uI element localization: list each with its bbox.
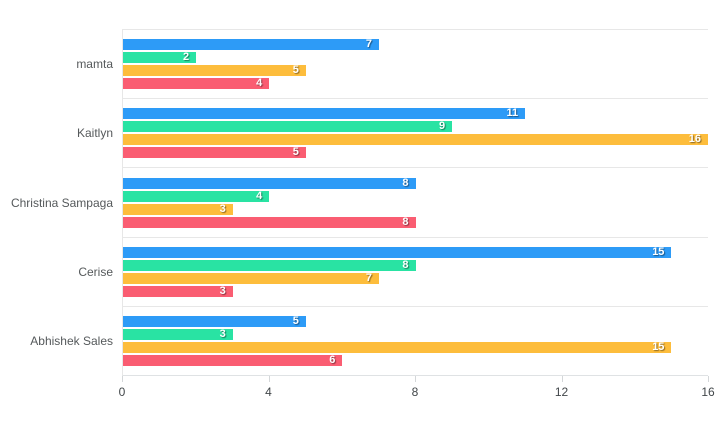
bar-value-label: 11: [506, 107, 519, 120]
bar-series-blue[interactable]: 5: [123, 314, 306, 327]
bar-value-label: 4: [256, 77, 263, 90]
bar-value-label: 8: [402, 215, 409, 228]
category-label: Abhishek Sales: [30, 334, 113, 349]
bar-series-yellow[interactable]: 15: [123, 340, 672, 353]
bar-value-label: 4: [256, 189, 263, 202]
bar-group: 7 2 5 4: [123, 30, 708, 100]
bar-group: 15 8 7 3: [123, 238, 708, 307]
bar-value-label: 15: [652, 245, 665, 258]
bar-value-label: 2: [183, 51, 190, 64]
category-label: Cerise: [78, 264, 113, 279]
bar-value-label: 3: [219, 202, 226, 215]
x-tick-mark: [415, 376, 416, 382]
x-tick-label: 0: [118, 385, 126, 399]
x-tick-label: 4: [265, 385, 272, 399]
bar-series-red[interactable]: 6: [123, 353, 343, 366]
plot-area: 7 2 5 4 11 9 16 5 8 4 3 8 15 8 7 3 5 3 15 6: [122, 29, 708, 376]
x-tick-mark: [708, 376, 709, 382]
bar-value-label: 6: [329, 353, 336, 366]
bar-series-yellow[interactable]: 3: [123, 202, 233, 215]
x-tick-mark: [122, 376, 123, 382]
bar-value-label: 5: [292, 314, 299, 327]
bar-value-label: 8: [402, 258, 409, 271]
category-label: mamta: [76, 56, 113, 71]
x-tick-label: 8: [411, 385, 419, 399]
x-tick-mark: [561, 376, 563, 382]
category-label: Kaitlyn: [76, 126, 113, 141]
bar-value-label: 9: [438, 120, 446, 133]
bar-value-label: 15: [652, 340, 665, 353]
y-axis-category-labels: mamta Kaitlyn Christina Sampaga Cerise Abhis…: [0, 29, 113, 376]
bar-value-label: 7: [365, 38, 372, 51]
bar-series-green[interactable]: 8: [123, 258, 416, 271]
bar-series-green[interactable]: 2: [123, 51, 197, 64]
bar-series-yellow[interactable]: 16: [123, 133, 708, 146]
bar-series-green[interactable]: 4: [123, 189, 270, 202]
bar-value-label: 5: [292, 146, 299, 159]
bar-series-blue[interactable]: 8: [123, 176, 416, 189]
x-tick-mark: [268, 376, 270, 382]
bar-series-red[interactable]: 4: [123, 77, 270, 90]
category-label: Christina Sampaga: [10, 195, 113, 210]
bar-value-label: 16: [688, 133, 701, 146]
bar-series-blue[interactable]: 15: [123, 245, 672, 258]
bar-group: 11 9 16 5: [123, 99, 708, 169]
bar-series-yellow[interactable]: 5: [123, 64, 306, 77]
bar-value-label: 3: [219, 284, 226, 297]
bar-value-label: 3: [219, 327, 226, 340]
x-tick-label: 12: [554, 385, 569, 399]
bar-value-label: 8: [402, 176, 409, 189]
bar-group: 8 4 3 8: [123, 168, 708, 238]
bar-series-red[interactable]: 5: [123, 146, 306, 159]
bar-value-label: 5: [292, 64, 299, 77]
bar-value-label: 7: [365, 271, 372, 284]
x-tick-label: 16: [701, 385, 715, 399]
bar-series-red[interactable]: 3: [123, 284, 233, 297]
bar-group: 5 3 15 6: [123, 307, 708, 375]
bar-series-blue[interactable]: 11: [123, 107, 526, 120]
x-axis: 0 4 8 12 16: [118, 376, 715, 410]
bar-series-green[interactable]: 3: [123, 327, 233, 340]
bar-series-yellow[interactable]: 7: [123, 271, 379, 284]
bar-series-green[interactable]: 9: [123, 120, 453, 133]
bar-series-blue[interactable]: 7: [123, 38, 379, 51]
bar-series-red[interactable]: 8: [123, 215, 416, 228]
